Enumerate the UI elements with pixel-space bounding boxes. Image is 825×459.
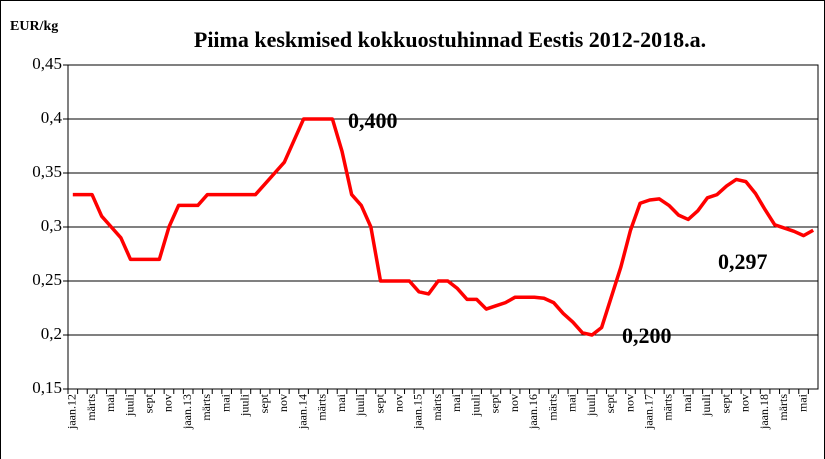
x-tick-label: nov <box>161 394 175 412</box>
data-line <box>72 117 815 337</box>
x-tick-label: jaan.13 <box>180 394 194 430</box>
y-tick-label: 0,3 <box>41 216 62 235</box>
x-tick-label: jaan.16 <box>526 394 540 430</box>
x-tick-label: mai <box>103 393 117 412</box>
x-tick-label: juuli <box>353 393 367 417</box>
y-tick-label: 0,4 <box>41 108 63 127</box>
x-tick-label: sept <box>141 393 155 413</box>
x-tick-label: nov <box>622 394 636 412</box>
x-tick-label: juuli <box>122 393 136 417</box>
x-tick-label: märts <box>199 394 213 421</box>
x-tick-label: sept <box>718 393 732 413</box>
x-tick-label: juuli <box>468 393 482 417</box>
x-tick-label: nov <box>391 394 405 412</box>
x-tick-label: sept <box>257 393 271 413</box>
y-axis-label: EUR/kg <box>10 19 58 34</box>
x-tick-label: mai <box>565 393 579 412</box>
x-tick-label: märts <box>315 394 329 421</box>
x-tick-label: märts <box>84 394 98 421</box>
x-tick-label: sept <box>603 393 617 413</box>
y-tick-label: 0,25 <box>32 270 62 289</box>
y-tick-label: 0,35 <box>32 162 62 181</box>
x-tick-label: märts <box>776 394 790 421</box>
x-tick-label: jaan.18 <box>757 394 771 430</box>
x-tick-label: mai <box>680 393 694 412</box>
x-tick-label: jaan.12 <box>65 394 79 430</box>
y-tick-label: 0,45 <box>32 54 62 73</box>
x-tick-label: jaan.17 <box>641 394 655 430</box>
x-tick-label: sept <box>488 393 502 413</box>
y-tick-label: 0,2 <box>41 324 62 343</box>
x-tick-label: nov <box>738 394 752 412</box>
x-tick-label: sept <box>372 393 386 413</box>
x-tick-label: juuli <box>699 393 713 417</box>
x-tick-label: juuli <box>584 393 598 417</box>
x-tick-label: nov <box>276 394 290 412</box>
x-tick-label: juuli <box>238 393 252 417</box>
x-tick-label: nov <box>507 394 521 412</box>
x-tick-label: märts <box>545 394 559 421</box>
annotation: 0,297 <box>718 249 768 274</box>
annotation: 0,200 <box>622 323 672 348</box>
x-tick-label: märts <box>661 394 675 421</box>
x-tick-label: märts <box>430 394 444 421</box>
annotation: 0,400 <box>348 108 398 133</box>
chart-title: Piima keskmised kokkuostuhinnad Eestis 2… <box>194 27 706 52</box>
y-tick-label: 0,15 <box>32 378 62 397</box>
x-tick-label: mai <box>449 393 463 412</box>
x-tick-label: mai <box>334 393 348 412</box>
x-tick-label: jaan.14 <box>295 394 309 430</box>
x-tick-label: jaan.15 <box>411 394 425 430</box>
x-tick-label: mai <box>795 393 809 412</box>
x-tick-label: mai <box>218 393 232 412</box>
